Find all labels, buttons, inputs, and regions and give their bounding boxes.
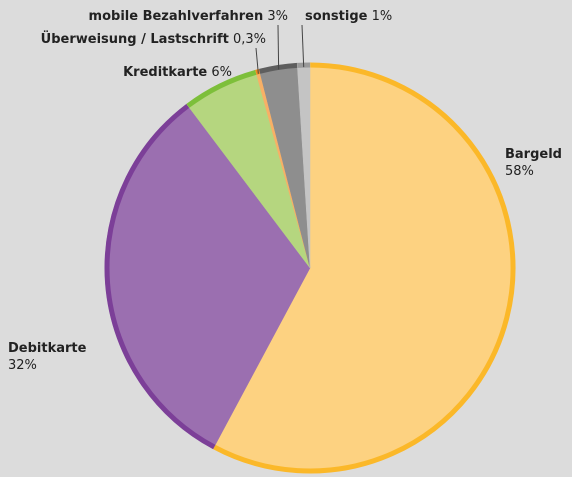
category-label: Debitkarte: [8, 341, 87, 356]
slice-label-text: Überweisung / Lastschrift 0,3%: [41, 31, 266, 47]
slice-label: sonstige 1%: [301, 9, 392, 68]
value-label: 0,3%: [233, 32, 266, 47]
slice-label: mobile Bezahlverfahren 3%: [89, 9, 288, 70]
slice-label: Überweisung / Lastschrift 0,3%: [41, 31, 266, 74]
value-label: 32%: [8, 358, 37, 373]
slice-label-text: mobile Bezahlverfahren 3%: [89, 9, 288, 24]
slice-label-text: Kreditkarte 6%: [123, 65, 232, 80]
slice-edge: [104, 103, 216, 450]
leader-line: [255, 47, 259, 74]
slice-label-text: sonstige 1%: [305, 9, 392, 24]
category-label: mobile Bezahlverfahren: [89, 9, 264, 24]
value-label: 3%: [267, 9, 288, 24]
category-label: Überweisung / Lastschrift: [41, 31, 229, 47]
value-label: 1%: [372, 9, 393, 24]
leader-line: [277, 24, 280, 70]
value-label: 58%: [505, 164, 534, 179]
value-label: 6%: [211, 65, 232, 80]
slice-edge: [212, 62, 516, 474]
leader-line: [301, 24, 305, 68]
slice-label: Debitkarte 32%: [8, 341, 87, 373]
category-label: Kreditkarte: [123, 65, 207, 80]
category-label: sonstige: [305, 9, 368, 24]
slice-edge: [186, 69, 257, 108]
category-label: Bargeld: [505, 147, 562, 162]
slice-label: Kreditkarte 6%: [123, 65, 232, 80]
slice-label: Bargeld 58%: [505, 147, 562, 179]
